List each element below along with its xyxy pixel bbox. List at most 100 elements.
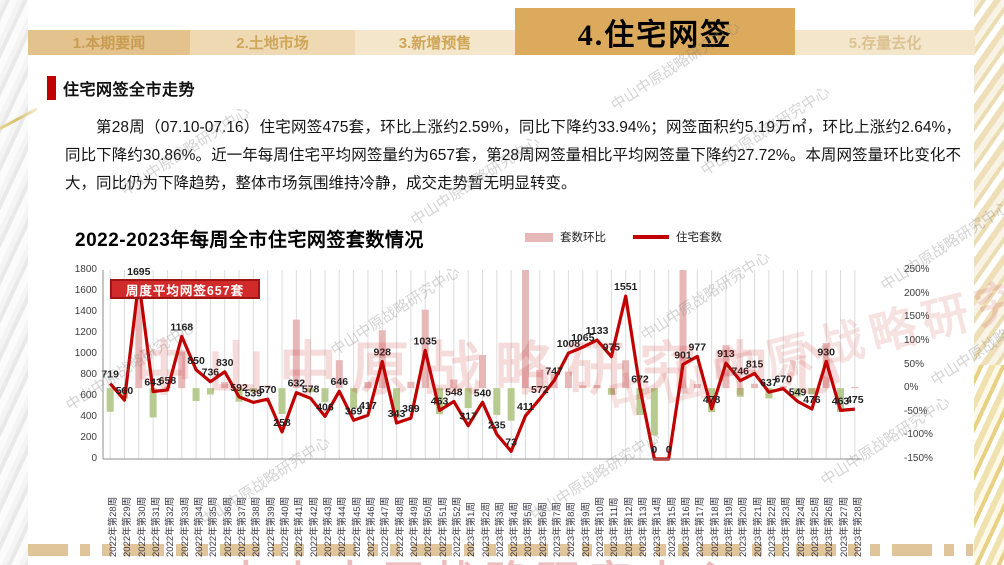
- x-axis-label: 2022年第49周: [408, 496, 420, 557]
- svg-text:646: 646: [331, 376, 349, 388]
- svg-text:643: 643: [144, 376, 162, 388]
- svg-text:389: 389: [402, 403, 420, 415]
- tab-tudi-shichang[interactable]: 2.土地市场: [190, 30, 355, 55]
- chart-legend: 套数环比 住宅套数: [525, 229, 722, 245]
- svg-text:475: 475: [846, 394, 864, 406]
- svg-text:736: 736: [202, 367, 220, 379]
- red-accent-bar: [47, 76, 56, 100]
- legend-line-label: 住宅套数: [676, 232, 722, 244]
- x-axis-label: 2023年第14周: [652, 496, 664, 557]
- x-axis-label: 2022年第50周: [423, 496, 435, 557]
- x-axis-label: 2022年第51周: [437, 496, 449, 557]
- svg-text:637: 637: [760, 377, 778, 389]
- tab-zhuzhai-wangqian[interactable]: 4.住宅网签: [515, 8, 795, 55]
- x-axis-label: 2022年第37周: [237, 496, 249, 557]
- svg-text:975: 975: [603, 342, 621, 354]
- x-axis-label: 2022年第43周: [322, 496, 334, 557]
- svg-text:977: 977: [689, 341, 707, 353]
- right-silk-border: [974, 0, 1004, 565]
- x-axis-label: 2023年第12周: [623, 496, 635, 557]
- right-axis-tick: -50%: [904, 405, 928, 417]
- series-line: [108, 279, 855, 461]
- x-axis-label: 2023年第24周: [795, 496, 807, 557]
- summary-paragraph: 第28周（07.10-07.16）住宅网签475套，环比上涨约2.59%，同比下…: [65, 119, 961, 192]
- svg-text:719: 719: [101, 369, 119, 381]
- legend-line-swatch: [633, 235, 669, 239]
- svg-text:1695: 1695: [127, 266, 151, 278]
- left-axis-tick: 1000: [74, 348, 97, 359]
- svg-text:0: 0: [651, 444, 657, 456]
- tab-benqi-yaowen[interactable]: 1.本期要闻: [28, 30, 190, 55]
- x-axis-label: 2022年第38周: [251, 496, 263, 557]
- left-axis-tick: 1600: [74, 285, 97, 296]
- svg-text:560: 560: [116, 385, 134, 397]
- left-axis-tick: 0: [91, 453, 97, 464]
- svg-text:913: 913: [717, 348, 735, 360]
- tab-cunliang-quhua[interactable]: 5.存量去化: [795, 30, 975, 55]
- svg-text:746: 746: [732, 366, 750, 378]
- x-axis-label: 2022年第44周: [337, 496, 349, 557]
- svg-text:658: 658: [159, 375, 177, 387]
- x-axis-label: 2022年第40周: [280, 496, 291, 557]
- svg-text:850: 850: [187, 355, 205, 367]
- x-axis-label: 2023年第4周: [509, 502, 521, 557]
- average-annotation-box: 周度平均网签657套: [110, 279, 260, 299]
- left-axis-tick: 400: [80, 411, 97, 422]
- x-axis-label: 2023年第28周: [852, 496, 864, 557]
- svg-text:672: 672: [631, 373, 649, 385]
- svg-text:369: 369: [345, 405, 363, 417]
- x-axis-label: 2022年第29周: [122, 496, 134, 557]
- svg-text:830: 830: [216, 357, 234, 369]
- x-axis-label: 2023年第3周: [494, 502, 506, 557]
- legend-bar-swatch: [525, 232, 553, 242]
- svg-text:73: 73: [505, 436, 517, 448]
- right-axis-tick: -100%: [904, 429, 933, 441]
- svg-text:539: 539: [245, 387, 263, 399]
- legend-bar-label: 套数环比: [560, 232, 606, 244]
- svg-text:540: 540: [474, 387, 492, 399]
- svg-text:478: 478: [703, 394, 721, 406]
- chart-title: 2022-2023年每周全市住宅网签套数情况: [75, 230, 424, 251]
- x-axis-label: 2022年第32周: [165, 496, 177, 557]
- right-axis-tick: 200%: [904, 287, 930, 299]
- svg-text:463: 463: [832, 395, 850, 407]
- x-axis-label: 2023年第21周: [752, 496, 764, 557]
- left-axis-tick: 1400: [74, 306, 97, 317]
- left-axis-tick: 1200: [74, 327, 97, 338]
- x-axis-label: 2022年第45周: [351, 496, 363, 557]
- x-axis-label: 2022年第30周: [136, 496, 148, 557]
- left-silk-border: [0, 0, 39, 565]
- svg-text:1035: 1035: [414, 335, 438, 347]
- x-axis-label: 2022年第47周: [380, 496, 392, 557]
- x-axis-label: 2022年第33周: [179, 496, 191, 557]
- x-axis-label: 2023年第7周: [552, 502, 564, 557]
- svg-text:463: 463: [431, 395, 449, 407]
- x-axis-label: 2022年第35周: [208, 496, 220, 557]
- svg-text:235: 235: [488, 419, 506, 431]
- x-axis-label: 2022年第36周: [222, 496, 234, 557]
- x-axis-label: 2023年第19周: [723, 496, 735, 557]
- x-axis-label: 2023年第26周: [824, 496, 836, 557]
- bottom-dash-decoration: [28, 544, 973, 556]
- svg-text:1133: 1133: [586, 325, 609, 337]
- x-axis-label: 2023年第15周: [666, 496, 678, 557]
- x-axis-label: 2023年第6周: [537, 502, 549, 557]
- tab-xinzeng-yushou[interactable]: 3.新增预售: [355, 30, 515, 55]
- x-axis-label: 2023年第2周: [480, 502, 492, 557]
- x-axis-label: 2023年第20周: [738, 496, 750, 557]
- x-axis-label: 2023年第1周: [466, 502, 478, 557]
- x-axis-label: 2023年第10周: [595, 496, 607, 557]
- x-axis-label: 2023年第5周: [523, 502, 535, 557]
- svg-text:1065: 1065: [571, 332, 595, 344]
- x-axis-label: 2022年第52周: [451, 496, 463, 557]
- svg-text:901: 901: [674, 349, 692, 361]
- svg-text:343: 343: [388, 408, 406, 420]
- svg-text:570: 570: [259, 384, 277, 396]
- svg-text:1008: 1008: [557, 338, 581, 350]
- x-axis-label: 2023年第18周: [709, 496, 721, 557]
- section-title: 住宅网签全市走势: [63, 82, 196, 99]
- x-axis-label: 2022年第46周: [365, 496, 377, 557]
